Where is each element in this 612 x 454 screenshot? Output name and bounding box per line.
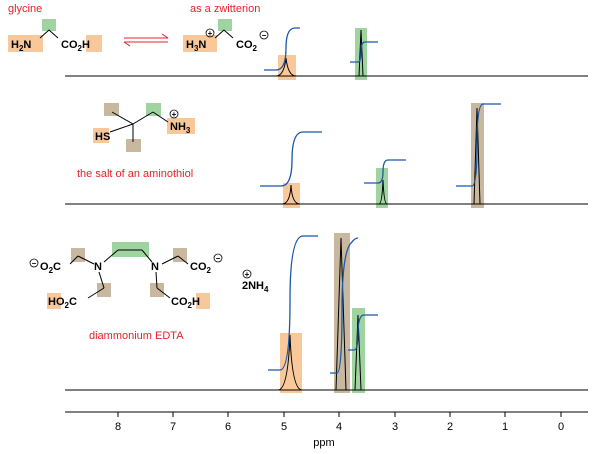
bond xyxy=(214,29,234,39)
zwitterion-molecule: H3N + CO2 − xyxy=(183,19,269,53)
glycine-co2h: CO2H xyxy=(61,39,90,53)
integral-curve xyxy=(260,131,322,187)
highlight-sh xyxy=(93,128,109,143)
peak xyxy=(335,237,347,391)
positive-charge: + xyxy=(172,110,177,119)
svg-text:−: − xyxy=(32,259,37,268)
equilibrium-arrows xyxy=(123,33,169,47)
peak xyxy=(354,314,362,391)
svg-text:−: − xyxy=(216,254,221,263)
tick-label: 0 xyxy=(558,421,564,433)
tick-label: 8 xyxy=(115,421,121,433)
highlight-ch2 xyxy=(71,248,85,262)
tick-label: 5 xyxy=(281,421,287,433)
highlight-nh2 xyxy=(8,35,43,52)
highlight-ch2 xyxy=(150,283,164,297)
edta-molecule: − O2C N N CO2 − HO2C CO2H + 2NH4 xyxy=(29,242,269,310)
aminothiol-label: the salt of an aminothiol xyxy=(77,168,193,180)
peak xyxy=(277,334,303,391)
integral-curve xyxy=(456,103,501,187)
edta-ho2c: HO2C xyxy=(48,296,77,310)
spectrum-glycine xyxy=(65,27,588,80)
integral-curve xyxy=(350,41,378,63)
aminothiol-sh: HS xyxy=(95,131,110,143)
glycine-molecule: H2N CO2H xyxy=(8,19,102,53)
integral-curve xyxy=(348,314,378,351)
highlight-nh3 xyxy=(167,118,195,134)
highlight-co2h xyxy=(196,293,210,309)
tick-label: 6 xyxy=(225,421,231,433)
glycine-label: glycine xyxy=(8,3,42,15)
axis-title: ppm xyxy=(313,437,334,449)
aminothiol-nh3: NH3 xyxy=(170,121,191,135)
tick-label: 1 xyxy=(502,421,508,433)
highlight-ch2 xyxy=(97,283,111,297)
negative-charge: − xyxy=(262,31,267,40)
edta-ammonium: 2NH4 xyxy=(242,280,269,294)
tick-label: 3 xyxy=(392,421,398,433)
spectrum-aminothiol xyxy=(65,103,588,208)
peak xyxy=(275,57,297,77)
ppm-axis: 8 7 6 5 4 3 2 1 0 ppm xyxy=(65,411,588,449)
integral-curve xyxy=(330,237,359,374)
highlight-oh xyxy=(47,293,61,309)
highlight-nh3 xyxy=(183,35,217,52)
svg-text:+: + xyxy=(245,270,250,279)
highlight-ch2 xyxy=(218,19,232,31)
highlight-ch2 xyxy=(42,19,56,31)
edta-co2: CO2 xyxy=(190,261,212,275)
highlight-green-peak xyxy=(376,168,388,208)
zwitterion-label: as a zwitterion xyxy=(190,3,260,15)
glycine-nh2: H2N xyxy=(11,39,31,53)
integral-curve xyxy=(364,159,406,184)
zwitterion-co2: CO2 xyxy=(236,39,258,53)
peak xyxy=(378,179,388,205)
integral-curve xyxy=(264,27,300,71)
edta-n-right: N xyxy=(151,261,159,273)
tick-label: 7 xyxy=(170,421,176,433)
edta-o2c: O2C xyxy=(40,261,61,275)
highlight-methyl-top xyxy=(104,103,119,116)
aminothiol-molecule: HS NH3 + xyxy=(93,103,195,152)
tick-label: 4 xyxy=(336,421,342,433)
highlight-ch2 xyxy=(146,103,161,116)
highlight-ch2 xyxy=(173,248,187,262)
tick-label: 2 xyxy=(447,421,453,433)
integral-curve xyxy=(268,235,318,371)
highlight-cooh xyxy=(86,35,102,52)
zwitterion-nh3: H3N xyxy=(186,39,206,53)
bond xyxy=(39,29,59,39)
highlight-methyl-bottom xyxy=(126,139,141,152)
positive-charge: + xyxy=(208,29,213,38)
edta-n-left: N xyxy=(94,261,102,273)
edta-co2h: CO2H xyxy=(171,296,200,310)
edta-label: diammonium EDTA xyxy=(89,330,184,342)
spectrum-edta xyxy=(65,233,588,393)
peak xyxy=(281,184,301,205)
peak xyxy=(473,107,481,205)
